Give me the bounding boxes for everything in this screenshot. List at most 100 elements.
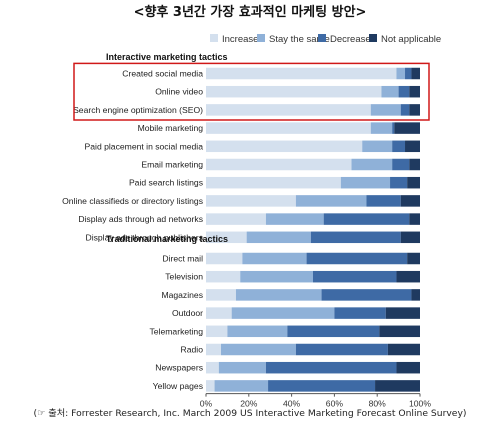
bar-yellow-pages-decrease (268, 380, 376, 392)
category-label-online-classifieds-or-directory-listings: Online classifieds or directory listings (62, 196, 203, 206)
bar-online-video-increase (206, 85, 382, 98)
bar-online-classifieds-or-directory-listings-decrease (366, 195, 401, 207)
legend-swatch-not-applicable (369, 34, 377, 42)
bar-outdoor-increase (206, 307, 232, 319)
bar-direct-mail-increase (206, 252, 243, 265)
x-axis: 0% 20% 40% 60% 80% 100% (200, 393, 431, 409)
bar-display-ads-through-ad-networks-decrease (323, 213, 410, 225)
bar-search-engine-optimization-seo-increase (206, 104, 371, 116)
x-tick-label-0: 0% (200, 399, 213, 409)
bar-telemarketing-not-applicable (379, 325, 420, 338)
x-tick-label-1: 20% (240, 399, 258, 409)
bar-email-marketing-not-applicable (409, 158, 420, 171)
category-label-display-ads-through-ad-networks: Display ads through ad networks (78, 214, 203, 224)
chart-title: <향후 3년간 가장 효과적인 마케팅 방안> (134, 4, 367, 20)
category-label-television: Television (165, 272, 203, 282)
bar-television-not-applicable (396, 270, 420, 283)
bar-direct-mail-stay-the-same (242, 252, 307, 265)
category-label-outdoor: Outdoor (172, 308, 203, 318)
bar-mobile-marketing-stay-the-same (370, 122, 393, 134)
bar-mobile-marketing-decrease (392, 122, 395, 134)
bar-display-ads-through-publishers-stay-the-same (246, 231, 311, 244)
bar-radio-increase (206, 343, 221, 356)
bar-newspapers-stay-the-same (218, 361, 266, 374)
category-label-email-marketing: Email marketing (141, 160, 203, 170)
legend-label-stay-the-same: Stay the same (269, 34, 330, 45)
bar-paid-placement-in-social-media-stay-the-same (362, 140, 393, 153)
category-label-mobile-marketing: Mobile marketing (138, 123, 204, 133)
bar-display-ads-through-publishers-increase (206, 231, 247, 244)
category-label-magazines: Magazines (161, 290, 203, 300)
category-label-direct-mail: Direct mail (162, 254, 203, 264)
bar-telemarketing-stay-the-same (227, 325, 288, 338)
bar-magazines-decrease (321, 289, 412, 301)
category-label-created-social-media: Created social media (122, 69, 203, 79)
bar-direct-mail-decrease (306, 252, 408, 265)
category-label-yellow-pages: Yellow pages (153, 381, 203, 391)
bar-display-ads-through-publishers-decrease (310, 231, 401, 244)
bar-online-classifieds-or-directory-listings-stay-the-same (295, 195, 367, 207)
bar-email-marketing-decrease (392, 158, 410, 171)
category-labels: Interactive marketing tactics Created soc… (62, 52, 228, 391)
bar-magazines-stay-the-same (235, 289, 322, 301)
legend-swatch-increase (210, 34, 218, 42)
bar-online-video-stay-the-same (381, 85, 399, 98)
source-note: (☞ 출처: Forrester Research, Inc. March 20… (34, 407, 467, 419)
bar-online-video-decrease (398, 85, 410, 98)
bar-display-ads-through-ad-networks-increase (206, 213, 266, 225)
highlight-box (73, 62, 430, 121)
bar-newspapers-increase (206, 361, 219, 374)
bar-outdoor-not-applicable (385, 307, 420, 319)
plot-area (206, 67, 420, 392)
bar-display-ads-through-publishers-not-applicable (400, 231, 420, 244)
bar-created-social-media-increase (206, 67, 397, 80)
category-label-newspapers: Newspapers (155, 363, 203, 373)
category-label-radio: Radio (181, 345, 204, 355)
bar-magazines-not-applicable (411, 289, 420, 301)
x-tick-label-2: 40% (283, 399, 301, 409)
bar-online-classifieds-or-directory-listings-not-applicable (400, 195, 420, 207)
bar-created-social-media-decrease (405, 67, 412, 80)
bar-newspapers-decrease (265, 361, 397, 374)
bar-outdoor-decrease (334, 307, 386, 319)
x-tick-label-5: 100% (409, 399, 431, 409)
bar-television-stay-the-same (240, 270, 313, 283)
bar-outdoor-stay-the-same (231, 307, 335, 319)
legend-swatch-decrease (318, 34, 326, 42)
bar-paid-placement-in-social-media-decrease (392, 140, 406, 153)
bar-online-classifieds-or-directory-listings-increase (206, 195, 296, 207)
category-label-display-ads-through-publishers: Display ads through publishers (85, 232, 203, 242)
bar-paid-search-listings-decrease (390, 176, 408, 189)
legend-label-decrease: Decrease (330, 34, 371, 45)
bar-paid-search-listings-not-applicable (407, 176, 420, 189)
x-tick-label-4: 80% (369, 399, 387, 409)
bar-direct-mail-not-applicable (407, 252, 420, 265)
chart-legend: Increase Stay the same Decrease Not applica… (210, 34, 441, 45)
legend-label-not-applicable: Not applicable (381, 34, 441, 45)
bar-display-ads-through-ad-networks-not-applicable (409, 213, 420, 225)
bar-email-marketing-increase (206, 158, 352, 171)
bar-telemarketing-increase (206, 325, 228, 338)
category-label-paid-placement-in-social-media: Paid placement in social media (85, 141, 204, 151)
bar-paid-placement-in-social-media-not-applicable (405, 140, 420, 153)
bar-radio-decrease (295, 343, 388, 356)
bar-radio-not-applicable (387, 343, 420, 356)
bar-television-decrease (313, 270, 397, 283)
bar-paid-search-listings-stay-the-same (340, 176, 391, 189)
legend-label-increase: Increase (222, 34, 258, 45)
bar-search-engine-optimization-seo-stay-the-same (370, 104, 401, 116)
bar-paid-placement-in-social-media-increase (206, 140, 363, 153)
bar-telemarketing-decrease (287, 325, 380, 338)
bar-search-engine-optimization-seo-not-applicable (409, 104, 420, 116)
category-label-online-video: Online video (155, 87, 203, 97)
bar-yellow-pages-not-applicable (375, 380, 420, 392)
bar-created-social-media-not-applicable (411, 67, 420, 80)
bar-mobile-marketing-increase (206, 122, 371, 134)
bar-email-marketing-stay-the-same (351, 158, 393, 171)
category-label-search-engine-optimization-seo: Search engine optimization (SEO) (73, 105, 203, 115)
bar-search-engine-optimization-seo-decrease (400, 104, 410, 116)
bar-yellow-pages-increase (206, 380, 215, 392)
bar-online-video-not-applicable (409, 85, 420, 98)
bar-newspapers-not-applicable (396, 361, 420, 374)
